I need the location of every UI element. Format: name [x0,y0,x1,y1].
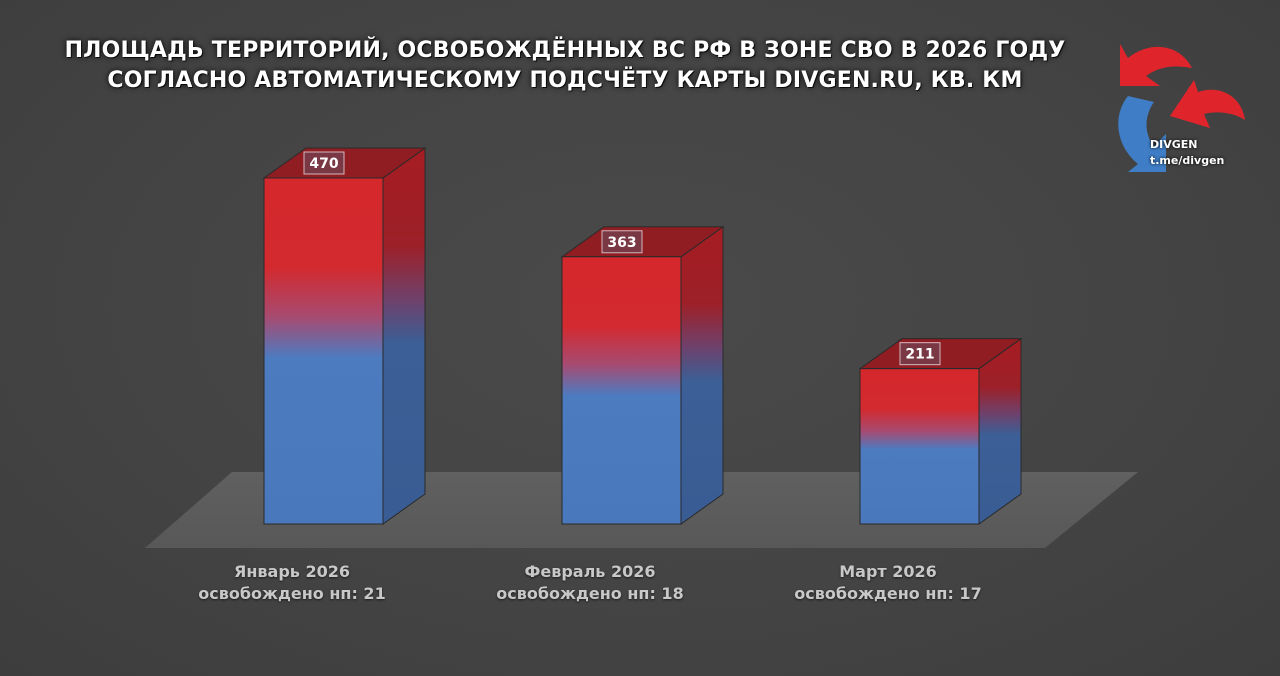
bar [263,177,384,525]
value-label: 363 [607,235,636,251]
bar-side [978,337,1022,525]
category-subtitle: освобождено нп: 18 [496,584,684,603]
category-subtitle: освобождено нп: 21 [198,584,386,603]
bar-group: 211 [858,337,1023,525]
chart-title-line-2: СОГЛАСНО АВТОМАТИЧЕСКОМУ ПОДСЧЁТУ КАРТЫ … [107,68,1023,93]
category-label: Январь 2026 освобождено нп: 21 [162,561,422,605]
bar-group: 363 [560,225,725,525]
bar-side [680,225,724,525]
bars-layer: 470 363 211 [262,147,1023,525]
logo-name: DIVGEN [1150,138,1198,151]
bar-side [382,147,426,525]
telegram-icon [1139,154,1150,165]
value-label-box [303,151,345,175]
bar-group: 470 [262,147,427,525]
value-label-box [601,230,643,254]
value-label: 470 [309,156,338,172]
category-label: Март 2026 освобождено нп: 17 [758,561,1018,605]
value-label: 211 [905,347,934,363]
category-label: Февраль 2026 освобождено нп: 18 [460,561,720,605]
logo-telegram-link: t.me/divgen [1150,154,1225,167]
bar [859,368,980,525]
divgen-arrows-logo-icon [1118,44,1245,172]
category-subtitle: освобождено нп: 17 [794,584,982,603]
value-label-box [899,342,941,366]
category-name: Март 2026 [839,562,937,581]
category-name: Февраль 2026 [524,562,656,581]
bar [561,256,682,525]
category-name: Январь 2026 [234,562,350,581]
chart-title-line-1: ПЛОЩАДЬ ТЕРРИТОРИЙ, ОСВОБОЖДЁННЫХ ВС РФ … [64,38,1066,63]
